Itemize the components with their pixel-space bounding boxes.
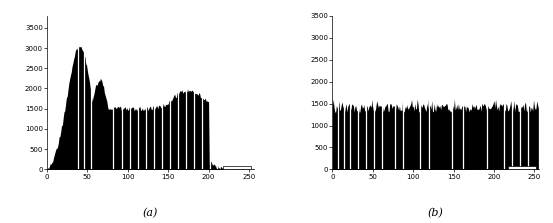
Bar [223, 166, 251, 169]
Bar [508, 166, 536, 169]
Text: (b): (b) [428, 208, 444, 218]
Text: (a): (a) [143, 208, 158, 218]
